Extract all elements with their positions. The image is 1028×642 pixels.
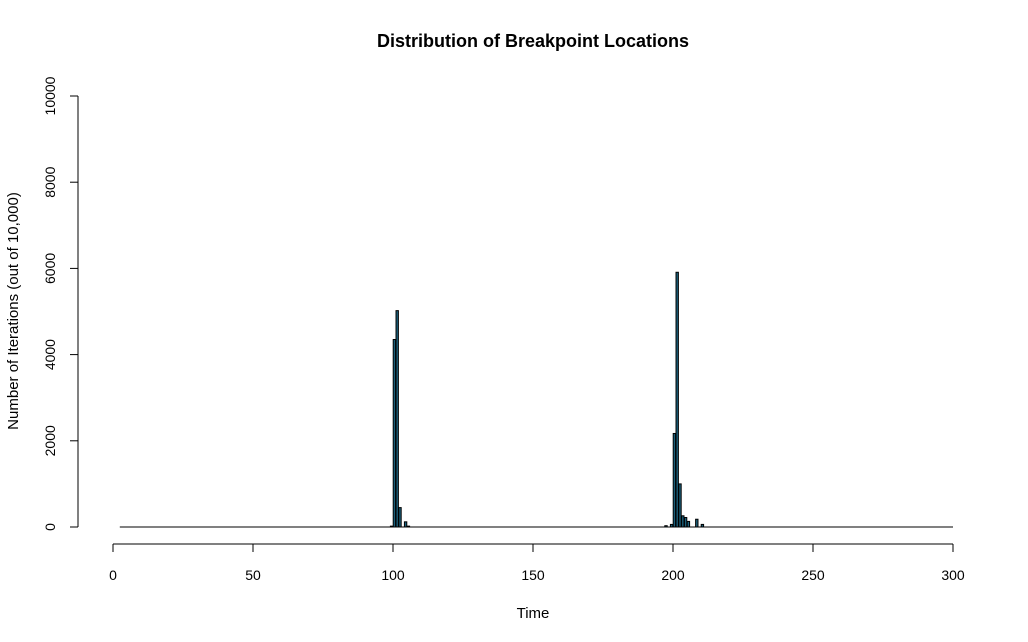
bar [695, 518, 699, 528]
y-tick-label: 0 [42, 523, 58, 531]
bar [675, 271, 679, 528]
x-tick-label: 200 [661, 567, 685, 583]
x-tick-label: 0 [109, 567, 117, 583]
bar [678, 483, 682, 528]
x-axis-title: Time [517, 605, 550, 622]
bar [700, 523, 705, 528]
bar [398, 507, 402, 528]
y-tick-label: 10000 [42, 76, 58, 115]
x-tick-label: 300 [941, 567, 965, 583]
chart-title: Distribution of Breakpoint Locations [377, 31, 689, 51]
y-tick-label: 4000 [42, 339, 58, 370]
bar [395, 310, 399, 528]
x-tick-label: 250 [801, 567, 825, 583]
y-tick-label: 2000 [42, 425, 58, 456]
bar [664, 525, 668, 528]
x-tick-label: 100 [381, 567, 405, 583]
y-tick-label: 8000 [42, 166, 58, 197]
x-axis: 0 50 100 150 200 250 300 [109, 543, 965, 583]
bar [686, 520, 691, 528]
y-tick-label: 6000 [42, 253, 58, 284]
bar [669, 523, 674, 528]
x-tick-label: 150 [521, 567, 545, 583]
bar [683, 517, 688, 528]
bar [406, 525, 411, 528]
bar [392, 339, 397, 528]
x-tick-label: 50 [245, 567, 261, 583]
bar [403, 521, 408, 528]
bars [119, 271, 953, 528]
bar [681, 515, 685, 528]
bar [389, 525, 394, 528]
y-axis: 0 2000 4000 6000 8000 10000 [42, 76, 79, 531]
y-axis-title: Number of Iterations (out of 10,000) [5, 192, 22, 430]
bar [672, 432, 677, 528]
